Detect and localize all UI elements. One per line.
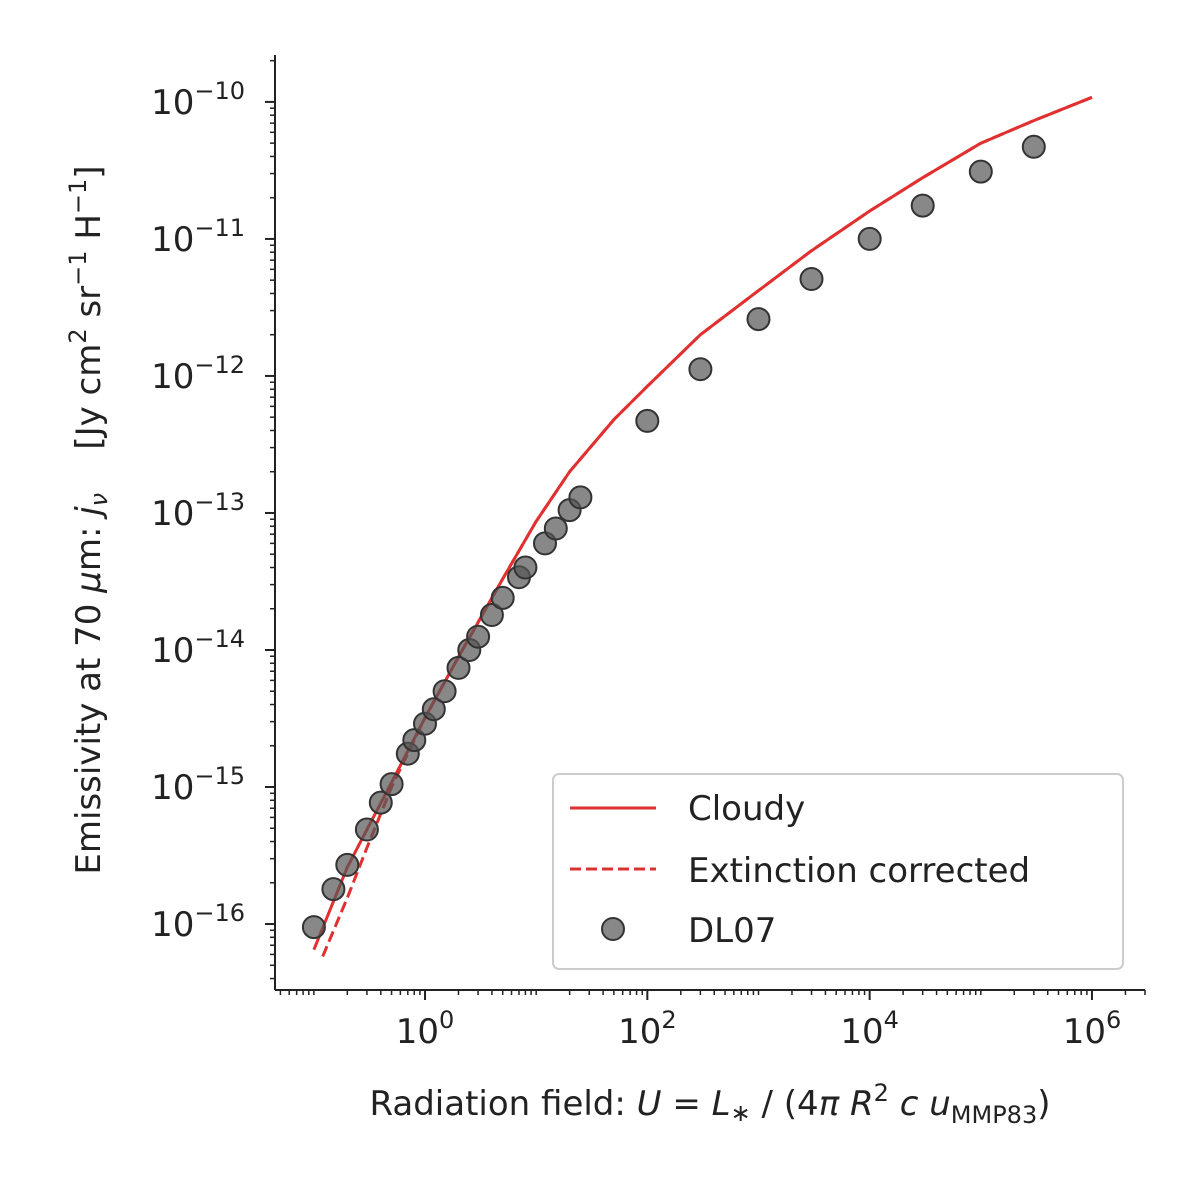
- y-axis-label-supm1a: −1: [64, 250, 92, 285]
- y-tick-label: 10−11: [151, 214, 245, 260]
- y-axis-label-mu: μ: [69, 571, 109, 594]
- data-point: [688, 357, 713, 382]
- y-tick-label: 10−13: [151, 488, 245, 534]
- legend: Cloudy Extinction corrected DL07: [552, 773, 1124, 970]
- legend-label-cloudy: Cloudy: [688, 789, 805, 829]
- x-axis-label-close: ): [1037, 1084, 1050, 1124]
- y-axis-label-units-a: [Jy cm: [69, 344, 109, 450]
- y-axis-label-j: j: [69, 506, 109, 520]
- data-point: [446, 655, 471, 680]
- y-tick-label: 10−16: [151, 899, 245, 945]
- x-axis-label: Radiation field: U = L∗ / (4π R2 c uMMP8…: [370, 1079, 1051, 1129]
- x-axis-label-u: U: [637, 1084, 662, 1124]
- data-point: [479, 603, 504, 627]
- data-point: [1021, 134, 1046, 159]
- data-point: [746, 307, 771, 332]
- y-tick-label: 10−15: [151, 762, 245, 808]
- x-tick-label: 104: [840, 1006, 899, 1052]
- x-axis-label-rsup: 2: [874, 1079, 889, 1107]
- x-axis-label-r: R: [850, 1084, 874, 1124]
- y-tick-label: 10−14: [151, 625, 245, 671]
- y-axis-label: Emissivity at 70 μm: jν [Jy cm2 sr−1 H−1…: [64, 165, 113, 874]
- x-axis-label-l: L: [712, 1084, 731, 1124]
- y-axis-label-units-c: H: [69, 214, 109, 250]
- data-point: [635, 408, 660, 433]
- data-point: [490, 585, 515, 610]
- y-tick-label: 10−10: [151, 77, 245, 123]
- y-axis-label-prefix: Emissivity at 70: [69, 593, 109, 875]
- x-axis-label-prefix: Radiation field:: [370, 1084, 637, 1124]
- x-axis-label-u2: u: [929, 1084, 951, 1124]
- x-axis-label-slash: / (4: [751, 1084, 819, 1124]
- legend-label-extinction-corrected: Extinction corrected: [688, 851, 1030, 891]
- plot-marks: [301, 95, 1093, 957]
- legend-frame: [552, 773, 1124, 970]
- data-point: [968, 159, 993, 184]
- data-point: [799, 267, 824, 291]
- x-axis-label-sub: MMP83: [951, 1101, 1037, 1129]
- data-point: [354, 817, 379, 842]
- legend-swatch-dl07: [601, 917, 625, 941]
- data-point: [301, 915, 326, 940]
- data-point: [321, 877, 346, 902]
- axis-ticks: 100 102 104 106 10−16 10−15 10−14 10−13 10−12 10−…: [151, 59, 1146, 1052]
- data-point: [466, 624, 491, 649]
- data-point: [857, 226, 882, 251]
- y-axis-label-units-b: sr: [69, 286, 109, 329]
- x-tick-label: 102: [618, 1006, 677, 1052]
- x-axis-label-c: c: [900, 1084, 919, 1124]
- data-point: [910, 193, 935, 218]
- x-tick-label: 100: [396, 1006, 455, 1052]
- legend-label-dl07: DL07: [688, 911, 776, 951]
- x-axis-label-pi: π: [819, 1084, 840, 1124]
- y-axis-label-nu: ν: [85, 493, 113, 506]
- y-axis-label-supm1b: −1: [64, 179, 92, 214]
- x-axis-label-eq: =: [662, 1084, 712, 1124]
- y-axis-label-m: m:: [69, 516, 109, 571]
- data-point: [432, 679, 457, 704]
- data-point: [513, 555, 538, 580]
- data-point: [421, 697, 446, 722]
- data-point: [379, 772, 404, 797]
- y-tick-label: 10−12: [151, 351, 245, 397]
- y-axis-label-sup2: 2: [64, 328, 92, 343]
- y-axis-label-units-d: ]: [69, 165, 109, 178]
- data-point: [368, 790, 393, 815]
- x-axis-label-star: ∗: [731, 1099, 751, 1127]
- data-point: [568, 485, 593, 510]
- data-point: [335, 852, 360, 877]
- x-tick-label: 106: [1063, 1006, 1122, 1052]
- data-point: [543, 516, 568, 541]
